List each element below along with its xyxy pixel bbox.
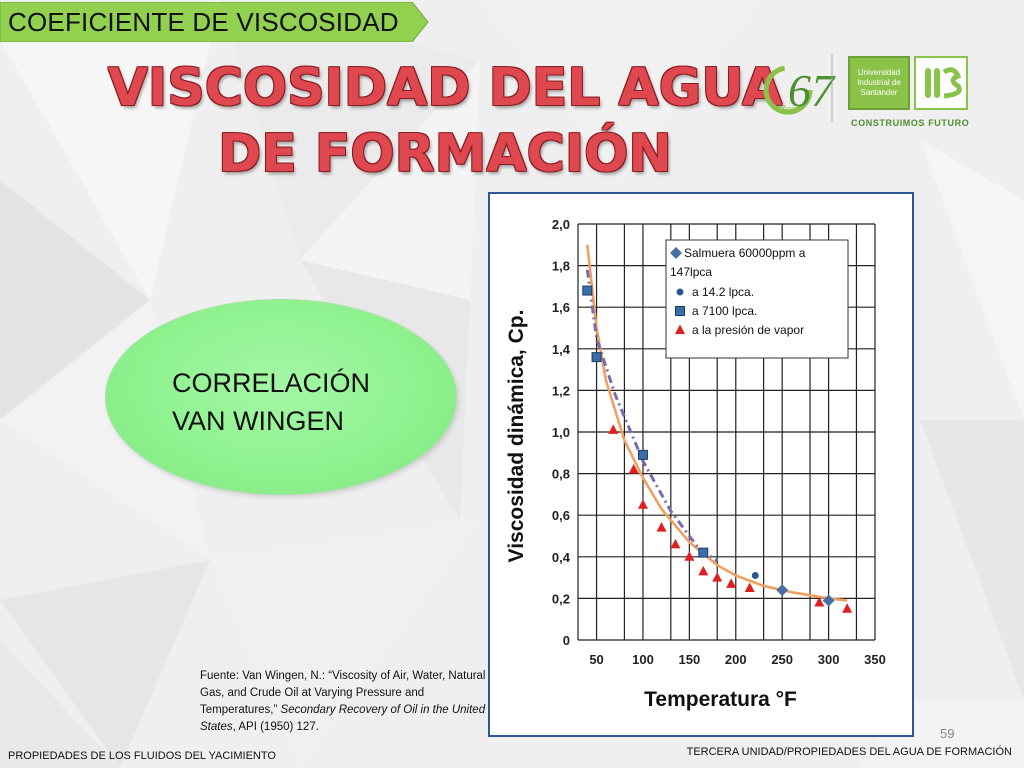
university-line1: Universidad — [857, 68, 901, 77]
y-tick-label: 0,2 — [552, 591, 570, 606]
data-point-triangle — [712, 572, 723, 582]
anniversary-word: Años — [776, 104, 797, 114]
source-text-end: , API (1950) 127. — [232, 721, 319, 733]
legend-entry: a 14.2 lpca. — [692, 285, 754, 299]
data-point-triangle — [744, 582, 755, 592]
x-tick-label: 100 — [632, 652, 654, 667]
data-point-triangle — [628, 463, 639, 474]
source-citation: Fuente: Van Wingen, N.: “Viscosity of Ai… — [200, 668, 490, 736]
section-tag-text: COEFICIENTE DE VISCOSIDAD — [8, 7, 399, 37]
legend-box — [665, 239, 849, 359]
data-point-triangle — [814, 597, 825, 607]
y-tick-label: 0 — [563, 633, 570, 648]
data-point-square — [698, 547, 709, 558]
source-text: Fuente: Van Wingen, N.: “Viscosity of Ai… — [200, 670, 486, 716]
fit-curve-dashed — [585, 269, 719, 563]
data-point-triangle — [608, 424, 619, 434]
y-tick-label: 1,6 — [552, 300, 570, 315]
footer-right: TERCERA UNIDAD/PROPIEDADES DEL AGUA DE F… — [686, 746, 1012, 758]
correlation-ellipse: CORRELACIÓN VAN WINGEN — [106, 300, 456, 494]
data-point-triangle — [637, 499, 648, 509]
x-tick-label: 50 — [589, 652, 603, 667]
data-point-circle — [751, 572, 759, 580]
viscosity-chart: 0 0,2 0,4 0,6 0,8 1,0 1,2 1,4 1,6 1,8 2,0 50 100 150 2… — [505, 217, 886, 711]
section-tag: COEFICIENTE DE VISCOSIDAD — [0, 2, 430, 42]
data-point-diamond — [776, 584, 789, 597]
y-axis-label: Viscosidad dinámica, Cp. — [505, 310, 528, 563]
y-tick-label: 2,0 — [552, 217, 570, 232]
legend-entry: a la presión de vapor — [692, 323, 804, 337]
anniversary-number: 67 — [788, 65, 836, 116]
university-line2: Industrial de — [857, 78, 901, 87]
uis-emblem — [914, 56, 968, 110]
page-title: VISCOSIDAD DEL AGUA DE FORMACIÓN — [100, 55, 790, 187]
legend-marker-circle — [676, 288, 684, 296]
page-number: 59 — [940, 726, 955, 741]
data-point-diamond — [822, 594, 835, 607]
legend-marker-diamond — [670, 247, 682, 259]
section-tag-shape — [0, 2, 429, 42]
university-line3: Santander — [860, 88, 898, 97]
footer-left: PROPIEDADES DE LOS FLUIDOS DEL YACIMIENT… — [8, 750, 276, 762]
chart-frame: 0 0,2 0,4 0,6 0,8 1,0 1,2 1,4 1,6 1,8 2,0 50 100 150 2… — [488, 192, 914, 737]
x-axis-label: Temperatura °F — [644, 688, 797, 711]
y-tick-label: 1,0 — [552, 425, 570, 440]
x-tick-label: 150 — [679, 652, 701, 667]
page-title-line2: DE FORMACIÓN — [218, 124, 672, 184]
data-point-triangle — [684, 551, 695, 561]
uis-emblem-icon — [925, 67, 962, 99]
legend-entry: a 7100 lpca. — [692, 304, 757, 318]
x-tick-label: 250 — [771, 652, 793, 667]
fit-curve-solid — [586, 244, 848, 602]
anniversary-logo: Años 67 — [758, 48, 838, 133]
x-tick-label: 350 — [864, 652, 886, 667]
y-tick-label: 0,4 — [552, 550, 571, 565]
y-tick-label: 1,8 — [552, 259, 570, 274]
data-point-triangle — [726, 578, 737, 588]
y-tick-label: 0,8 — [552, 467, 570, 482]
x-tick-label: 300 — [818, 652, 840, 667]
source-italic-title: Secondary Recovery of Oil in the United … — [200, 704, 486, 733]
data-point-square — [637, 449, 648, 460]
correlation-label-line2: VAN WINGEN — [172, 406, 345, 436]
page-title-line1: VISCOSIDAD DEL AGUA — [107, 58, 783, 118]
y-tick-label: 1,4 — [552, 342, 571, 357]
x-tick-label: 200 — [725, 652, 747, 667]
data-point-triangle — [698, 565, 709, 576]
legend-header-line1: Salmuera 60000ppm a — [684, 246, 806, 260]
data-point-triangle — [670, 538, 681, 549]
data-point-triangle — [842, 603, 853, 613]
y-tick-label: 0,6 — [552, 508, 570, 523]
university-logo-box: Universidad Industrial de Santander — [848, 56, 910, 110]
anniversary-logo-graphic: Años 67 — [763, 54, 836, 122]
legend-marker-square — [675, 306, 685, 316]
correlation-label-line1: CORRELACIÓN — [172, 368, 371, 398]
data-point-square — [582, 285, 593, 296]
y-tick-label: 1,2 — [552, 383, 570, 398]
data-point-triangle — [656, 522, 667, 532]
data-point-square — [591, 352, 602, 363]
legend-header-line2: 147lpca — [670, 265, 712, 279]
slogan: CONSTRUIMOS FUTURO — [851, 118, 970, 128]
legend-marker-triangle — [675, 324, 685, 334]
